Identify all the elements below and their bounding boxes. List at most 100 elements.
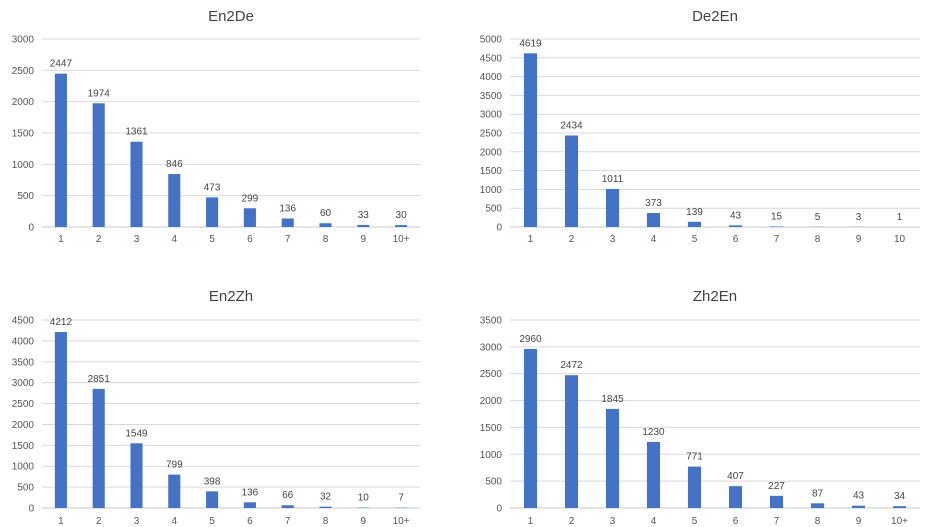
y-tick-label: 3000	[12, 378, 35, 389]
x-tick-label: 1	[58, 516, 64, 527]
bar	[646, 441, 661, 508]
data-label: 299	[242, 193, 259, 204]
bar	[319, 506, 332, 508]
x-tick-label: 3	[610, 516, 616, 527]
y-tick-label: 1000	[480, 450, 503, 461]
data-label: 139	[686, 207, 703, 218]
bar	[54, 332, 67, 508]
bar	[605, 408, 620, 508]
x-tick-label: 10	[894, 234, 906, 245]
data-label: 1011	[602, 174, 624, 185]
data-label: 87	[812, 488, 824, 499]
x-tick-label: 2	[96, 516, 102, 527]
y-tick-label: 2500	[480, 369, 503, 380]
data-label: 33	[358, 210, 370, 221]
x-tick-label: 5	[692, 516, 698, 527]
y-tick-label: 1000	[480, 185, 503, 196]
x-tick-label: 8	[323, 234, 329, 245]
x-tick-label: 10+	[393, 516, 410, 527]
x-tick-label: 9	[856, 516, 862, 527]
x-tick-label: 4	[651, 234, 657, 245]
x-tick-label: 5	[209, 234, 215, 245]
bar	[243, 502, 256, 508]
bar	[54, 73, 67, 227]
bar	[92, 388, 105, 508]
y-tick-label: 0	[496, 504, 502, 515]
data-label: 5	[815, 212, 821, 223]
y-tick-label: 4500	[12, 316, 35, 327]
data-label: 1549	[125, 428, 148, 439]
bar	[130, 141, 143, 227]
bar	[281, 218, 294, 227]
x-tick-label: 7	[774, 516, 780, 527]
x-tick-label: 10+	[393, 234, 410, 245]
y-tick-label: 2500	[12, 399, 35, 410]
bar	[728, 225, 743, 227]
bar	[564, 135, 579, 227]
y-tick-label: 2000	[12, 97, 35, 108]
data-label: 30	[396, 210, 408, 221]
data-label: 136	[242, 487, 259, 498]
x-tick-label: 8	[815, 516, 821, 527]
y-tick-label: 2000	[480, 147, 503, 158]
y-tick-label: 3500	[480, 91, 503, 102]
y-tick-label: 1500	[12, 441, 35, 452]
data-label: 1230	[642, 427, 665, 438]
y-tick-label: 2500	[12, 66, 35, 77]
data-label: 373	[645, 198, 662, 209]
y-tick-label: 1500	[12, 129, 35, 140]
bar	[168, 173, 181, 227]
x-tick-label: 6	[247, 516, 253, 527]
x-tick-label: 1	[528, 516, 534, 527]
bar	[92, 103, 105, 227]
y-tick-label: 1500	[480, 423, 503, 434]
x-tick-label: 9	[361, 234, 367, 245]
x-tick-label: 2	[96, 234, 102, 245]
data-label: 34	[894, 491, 906, 502]
bar	[646, 212, 661, 227]
y-tick-label: 3500	[12, 357, 35, 368]
x-tick-label: 8	[323, 516, 329, 527]
y-tick-label: 2000	[12, 420, 35, 431]
y-tick-label: 4000	[480, 72, 503, 83]
data-label: 771	[686, 452, 703, 463]
data-label: 2434	[560, 120, 583, 131]
data-label: 60	[320, 208, 332, 219]
x-tick-label: 3	[610, 234, 616, 245]
y-tick-label: 1500	[480, 166, 503, 177]
data-label: 7	[398, 493, 404, 504]
data-label: 1845	[601, 394, 624, 405]
bar	[206, 491, 219, 508]
bar	[206, 197, 219, 227]
bar	[769, 495, 784, 508]
bar	[892, 506, 907, 508]
y-tick-label: 500	[17, 191, 34, 202]
data-label: 43	[853, 491, 865, 502]
x-tick-label: 4	[172, 516, 178, 527]
data-label: 1361	[125, 127, 148, 138]
bar	[523, 349, 538, 508]
chart-zh2en: Zh2En05001000150020002500300035002960124…	[480, 288, 920, 527]
bar	[605, 188, 620, 227]
x-tick-label: 5	[209, 516, 215, 527]
data-label: 799	[166, 460, 183, 471]
data-label: 4619	[519, 38, 542, 49]
bar	[564, 375, 579, 508]
data-label: 15	[771, 211, 783, 222]
chart-en2de: En2De 0 500 1000 1500 2000 2500 3000 2447 1 1974 2 1…	[12, 8, 420, 245]
x-tick-label: 7	[774, 234, 780, 245]
bar	[523, 53, 538, 228]
y-tick-label: 5000	[480, 35, 503, 46]
x-tick-label: 2	[569, 234, 575, 245]
data-label: 2851	[88, 374, 111, 385]
bar	[357, 224, 370, 227]
y-tick-label: 4000	[12, 336, 35, 347]
y-tick-label: 3000	[12, 35, 35, 46]
bar	[728, 486, 743, 508]
data-label: 2960	[519, 334, 542, 345]
data-label: 227	[768, 481, 785, 492]
x-tick-label: 2	[569, 516, 575, 527]
y-tick-label: 4500	[480, 53, 503, 64]
x-tick-label: 6	[733, 234, 739, 245]
bar	[168, 474, 181, 508]
